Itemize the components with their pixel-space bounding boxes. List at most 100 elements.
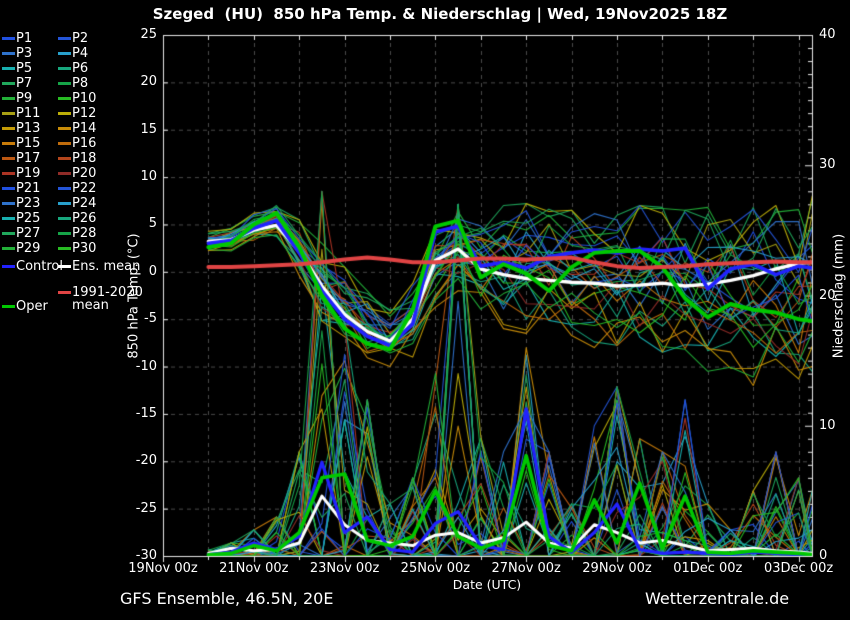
- legend-member-p17-swatch: [2, 157, 15, 160]
- date-tick-5: 29Nov 00z: [582, 561, 652, 576]
- legend-member-p5-swatch: [2, 67, 15, 70]
- precip-tick-40: 40: [819, 27, 836, 42]
- legend-member-p29-swatch: [2, 247, 15, 250]
- legend-member-p9-swatch: [2, 97, 15, 100]
- legend-clim-mean-swatch: [58, 291, 71, 294]
- date-tick-6: 01Dec 00z: [673, 561, 743, 576]
- legend-member-p21-label: P21: [16, 181, 41, 196]
- legend-member-p8-swatch: [58, 82, 71, 85]
- precip-tick-30: 30: [819, 157, 836, 173]
- legend-member-p10-label: P10: [72, 91, 97, 106]
- legend-member-p3-swatch: [2, 52, 15, 55]
- legend-member-p28-label: P28: [72, 226, 97, 241]
- legend-member-p23-swatch: [2, 202, 15, 205]
- legend-member-p23-label: P23: [16, 196, 41, 211]
- legend-member-p26-label: P26: [72, 211, 97, 226]
- legend-member-p4-label: P4: [72, 46, 89, 61]
- legend-member-p12-label: P12: [72, 106, 97, 121]
- temp-tick-10: 10: [140, 169, 157, 185]
- legend-member-p14-swatch: [58, 127, 71, 130]
- legend-member-p9-label: P9: [16, 91, 33, 106]
- legend-member-p6-swatch: [58, 67, 71, 70]
- legend-member-p20-swatch: [58, 172, 71, 175]
- legend-member-p24-swatch: [58, 202, 71, 205]
- legend-member-p1-swatch: [2, 37, 15, 40]
- legend-member-p18-swatch: [58, 157, 71, 160]
- date-tick-3: 25Nov 00z: [400, 561, 471, 576]
- legend-member-p25-swatch: [2, 217, 15, 220]
- legend-member-p13-label: P13: [16, 121, 41, 136]
- legend-ens-mean-swatch: [58, 265, 71, 268]
- date-tick-1: 21Nov 00z: [219, 561, 289, 576]
- legend-oper-label: Oper: [16, 299, 48, 314]
- model-info-text: GFS Ensemble, 46.5N, 20E: [120, 589, 334, 608]
- temp-tick-20: 20: [140, 74, 157, 90]
- legend-member-p22-swatch: [58, 187, 71, 190]
- legend-member-p29-label: P29: [16, 241, 41, 256]
- temp-axis-label: 850 hPa Temp. (°C): [126, 233, 142, 359]
- legend-member-p20-label: P20: [72, 166, 97, 181]
- precip-tick-10: 10: [819, 417, 836, 433]
- legend-member-p15-label: P15: [16, 136, 41, 151]
- legend: P1 P2 P3 P4 P5 P6 P7 P8 P9 P10 P11 P12 P13 P14 P15 P16 P…: [0, 0, 143, 400]
- legend-member-p30-swatch: [58, 247, 71, 250]
- temp-tick--25: -25: [135, 500, 157, 516]
- temp-tick--20: -20: [135, 453, 157, 469]
- date-tick-4: 27Nov 00z: [491, 561, 561, 576]
- legend-member-p17-label: P17: [16, 151, 41, 166]
- legend-member-p13-swatch: [2, 127, 15, 130]
- date-tick-2: 23Nov 00z: [309, 561, 380, 576]
- legend-member-p2-swatch: [58, 37, 71, 40]
- legend-member-p19-swatch: [2, 172, 15, 175]
- temp-tick--5: -5: [144, 311, 157, 327]
- legend-oper-swatch: [2, 305, 15, 308]
- legend-member-p16-label: P16: [72, 136, 97, 151]
- date-axis-title: Date (UTC): [452, 577, 522, 592]
- legend-member-p4-swatch: [58, 52, 71, 55]
- chart-title: Szeged (HU) 850 hPa Temp. & Niederschlag…: [152, 5, 728, 23]
- legend-member-p3-label: P3: [16, 46, 33, 61]
- site-credit-text: Wetterzentrale.de: [645, 589, 790, 608]
- legend-clim-mean-label: 1991-2020: [72, 285, 143, 300]
- legend-member-p25-label: P25: [16, 211, 41, 226]
- precip-tick-20: 20: [819, 287, 836, 303]
- legend-member-p7-swatch: [2, 82, 15, 85]
- legend-control-label: Control: [16, 259, 63, 274]
- legend-member-p22-label: P22: [72, 181, 97, 196]
- temp-tick--15: -15: [135, 405, 157, 421]
- date-tick-0: 19Nov 00z: [128, 561, 198, 576]
- legend-member-p21-swatch: [2, 187, 15, 190]
- legend-member-p10-swatch: [58, 97, 71, 100]
- legend-member-p28-swatch: [58, 232, 71, 235]
- legend-member-p16-swatch: [58, 142, 71, 145]
- legend-member-p5-label: P5: [16, 61, 33, 76]
- temp-tick-5: 5: [148, 216, 157, 232]
- legend-member-p26-swatch: [58, 217, 71, 220]
- legend-member-p27-swatch: [2, 232, 15, 235]
- legend-member-p8-label: P8: [72, 76, 89, 91]
- temp-tick-15: 15: [140, 121, 157, 137]
- legend-member-p12-swatch: [58, 112, 71, 115]
- legend-ens-mean-label: Ens. mean: [72, 259, 141, 274]
- legend-member-p7-label: P7: [16, 76, 33, 91]
- temp-tick-0: 0: [148, 263, 157, 279]
- legend-member-p15-swatch: [2, 142, 15, 145]
- legend-member-p19-label: P19: [16, 166, 41, 181]
- legend-member-p2-label: P2: [72, 31, 89, 46]
- precip-axis-label: Niederschlag (mm): [831, 233, 847, 359]
- legend-member-p11-label: P11: [16, 106, 41, 121]
- legend-member-p11-swatch: [2, 112, 15, 115]
- legend-control-swatch: [2, 265, 15, 268]
- legend-member-p1-label: P1: [16, 31, 33, 46]
- legend-member-p27-label: P27: [16, 226, 41, 241]
- legend-member-p14-label: P14: [72, 121, 97, 136]
- temp-tick--10: -10: [135, 358, 157, 374]
- legend-member-p6-label: P6: [72, 61, 89, 76]
- legend-member-p30-label: P30: [72, 241, 97, 256]
- temp-tick--30: -30: [135, 548, 157, 563]
- precip-tick-0: 0: [819, 548, 828, 563]
- legend-member-p18-label: P18: [72, 151, 97, 166]
- date-tick-7: 03Dec 00z: [763, 561, 834, 576]
